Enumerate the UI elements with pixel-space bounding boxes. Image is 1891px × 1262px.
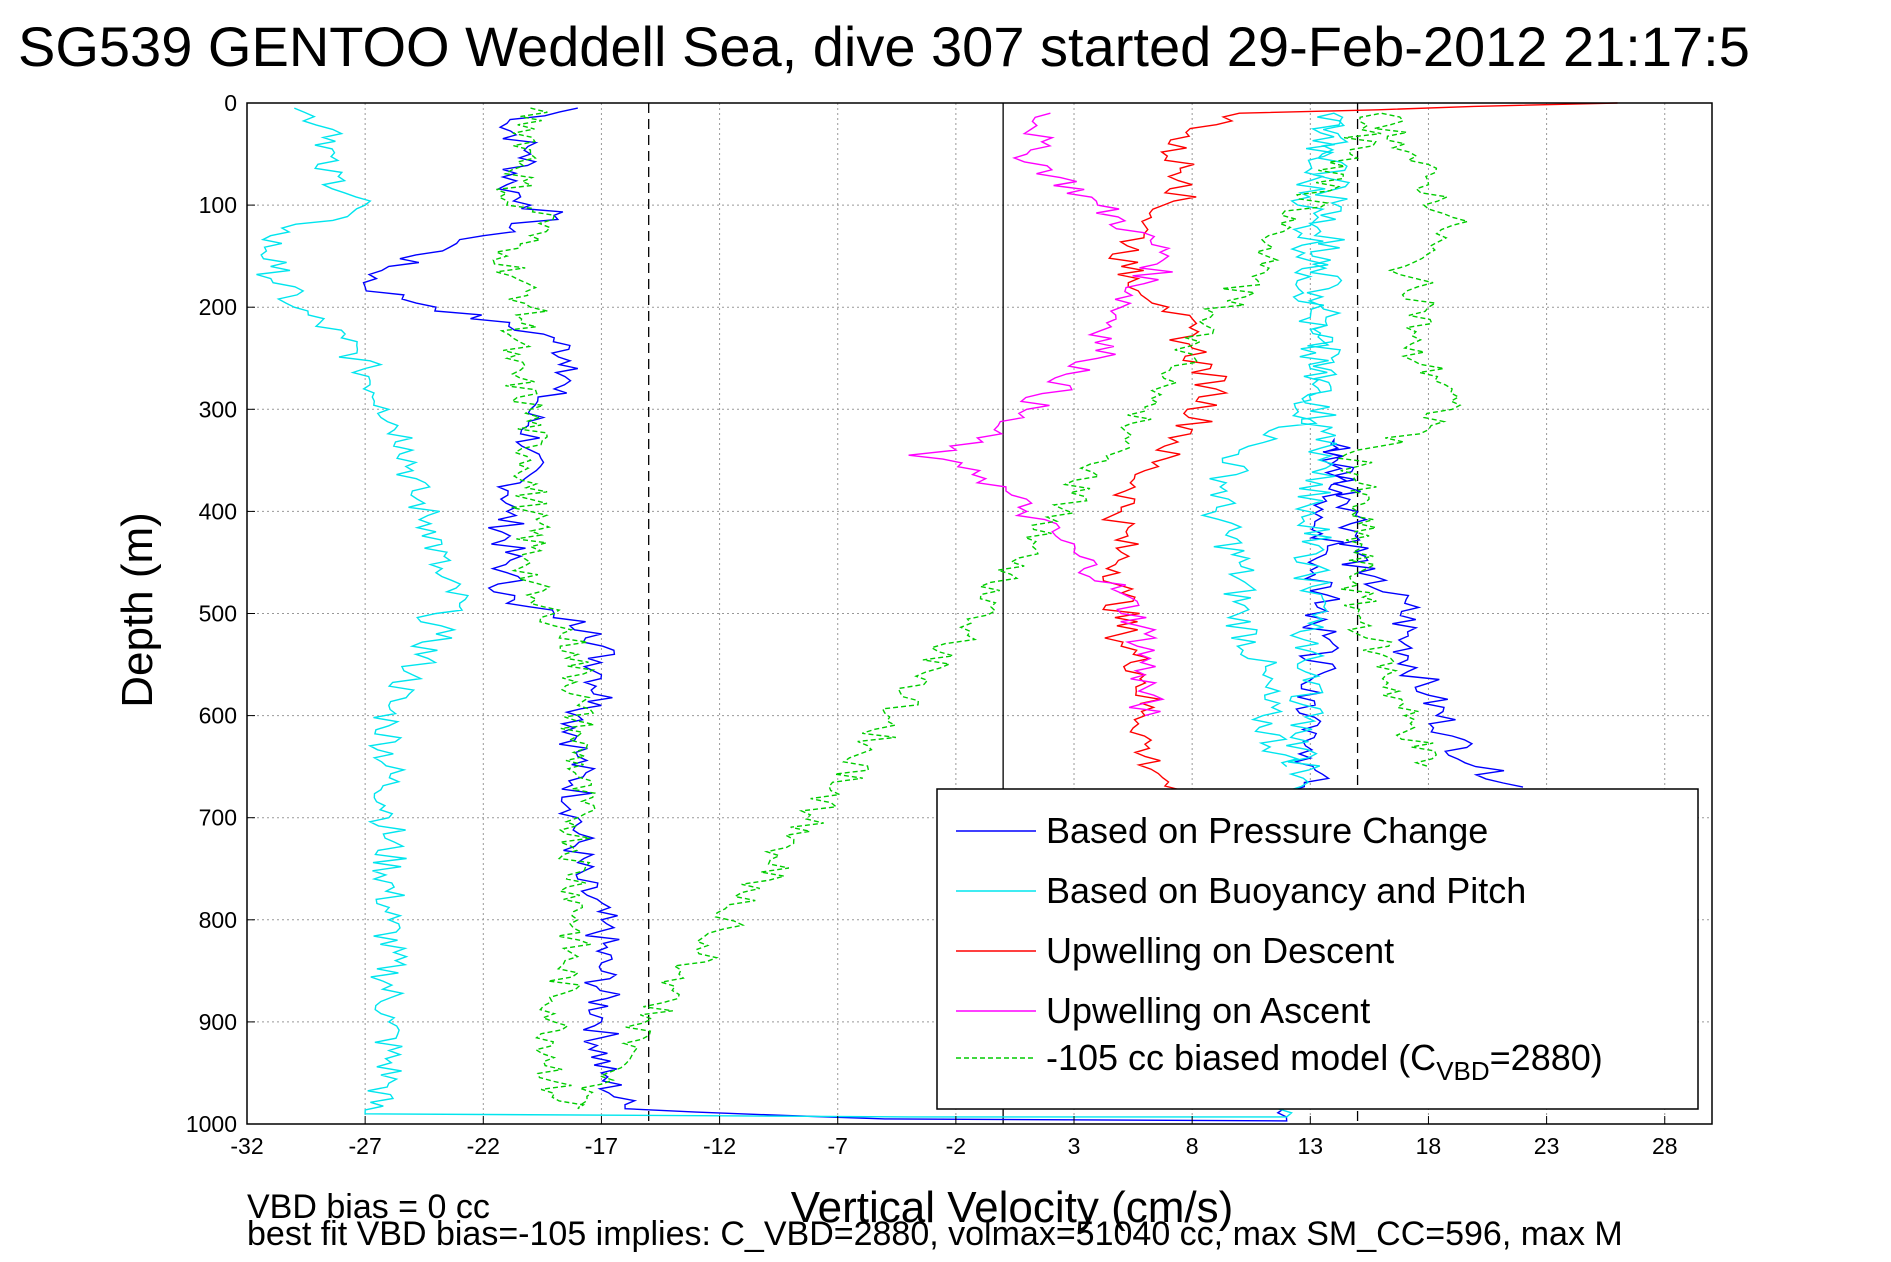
x-tick-label: -12 bbox=[703, 1133, 736, 1159]
x-tick-label: 23 bbox=[1534, 1133, 1560, 1159]
y-tick-label: 800 bbox=[199, 907, 237, 933]
x-tick-label: 18 bbox=[1416, 1133, 1442, 1159]
chart-title: SG539 GENTOO Weddell Sea, dive 307 start… bbox=[18, 15, 1750, 78]
x-axis-ticks: -32 -27 -22 -17 -12 -7 -2 3 8 13 18 23 28 bbox=[230, 1116, 1678, 1159]
series-line bbox=[362, 107, 1524, 1122]
y-tick-label: 200 bbox=[199, 294, 237, 320]
x-tick-label: -32 bbox=[230, 1133, 263, 1159]
legend-label: -105 cc biased model (CVBD=2880) bbox=[1046, 1037, 1603, 1086]
y-tick-label: 300 bbox=[199, 396, 237, 422]
legend-label: Based on Pressure Change bbox=[1046, 810, 1488, 851]
y-axis-ticks: 0 100 200 300 400 500 600 700 800 900 1000 bbox=[186, 90, 255, 1137]
y-tick-label: 1000 bbox=[186, 1111, 237, 1137]
legend: Based on Pressure Change Based on Buoyanc… bbox=[936, 788, 1699, 1110]
y-tick-label: 900 bbox=[199, 1009, 237, 1035]
x-tick-label: 8 bbox=[1186, 1133, 1199, 1159]
x-tick-label: 13 bbox=[1298, 1133, 1324, 1159]
x-tick-label: -27 bbox=[349, 1133, 382, 1159]
best-fit-note: best fit VBD bias=-105 implies: C_VBD=28… bbox=[247, 1215, 1623, 1253]
vbd-bias-note: VBD bias = 0 cc bbox=[247, 1188, 490, 1226]
y-tick-label: 500 bbox=[199, 601, 237, 627]
series-line bbox=[908, 112, 1173, 717]
x-tick-label: -22 bbox=[467, 1133, 500, 1159]
y-tick-label: 700 bbox=[199, 805, 237, 831]
y-axis-label: Depth (m) bbox=[113, 512, 162, 708]
x-tick-label: -2 bbox=[946, 1133, 966, 1159]
x-tick-label: -7 bbox=[827, 1133, 847, 1159]
y-tick-label: 0 bbox=[224, 90, 237, 116]
x-tick-label: 28 bbox=[1652, 1133, 1678, 1159]
legend-label: Upwelling on Ascent bbox=[1046, 990, 1370, 1031]
y-tick-label: 600 bbox=[199, 703, 237, 729]
series-line bbox=[492, 107, 1471, 1110]
y-tick-label: 100 bbox=[199, 192, 237, 218]
y-tick-label: 400 bbox=[199, 498, 237, 524]
legend-label: Based on Buoyancy and Pitch bbox=[1046, 870, 1526, 911]
x-axis-label: Vertical Velocity (cm/s) bbox=[791, 1183, 1234, 1232]
legend-box bbox=[936, 788, 1699, 1110]
x-tick-label: -17 bbox=[585, 1133, 618, 1159]
x-tick-label: 3 bbox=[1068, 1133, 1081, 1159]
legend-label: Upwelling on Descent bbox=[1046, 930, 1394, 971]
